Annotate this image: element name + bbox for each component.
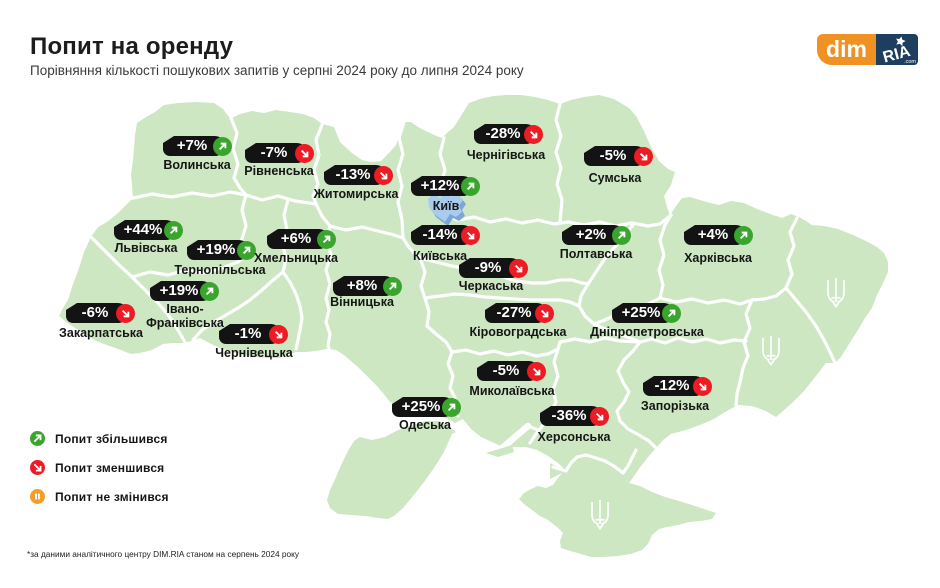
svg-text:RIA: RIA bbox=[881, 43, 912, 65]
svg-text:.com: .com bbox=[904, 59, 916, 65]
